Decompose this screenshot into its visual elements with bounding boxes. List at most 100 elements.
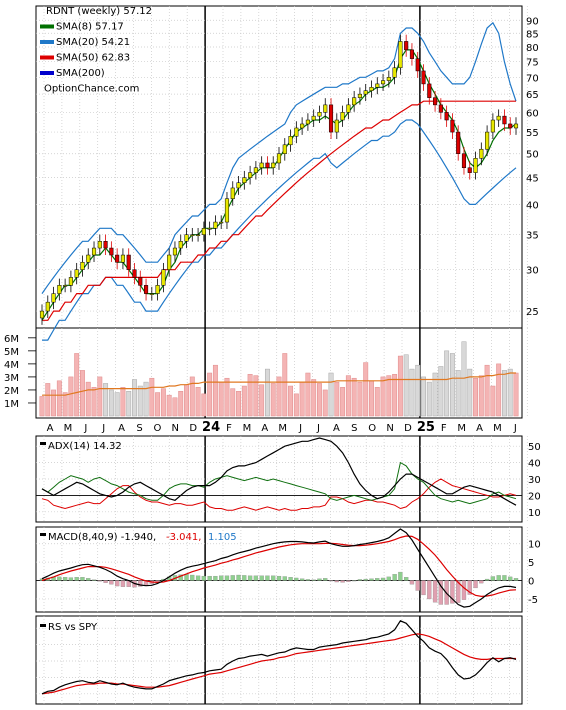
candle-body xyxy=(490,119,495,133)
macd-histogram-bar xyxy=(438,580,444,605)
volume-bar xyxy=(56,380,62,417)
volume-bar xyxy=(120,387,126,417)
x-axis-label: A xyxy=(261,423,268,434)
macd-histogram-bar xyxy=(138,580,143,587)
x-axis-label: F xyxy=(226,423,232,434)
x-axis-label: 24 xyxy=(202,420,220,435)
x-axis-label: J xyxy=(316,423,320,434)
volume-bar xyxy=(357,381,363,417)
legend-swatch xyxy=(40,71,54,75)
x-axis-label: M xyxy=(278,423,287,434)
candle-body xyxy=(433,97,438,106)
candle-body xyxy=(317,112,322,117)
macd-signal-line xyxy=(41,535,517,598)
volume-bar xyxy=(351,377,357,417)
volume-bar xyxy=(432,372,438,417)
volume-bar xyxy=(288,385,294,417)
macd-histogram-bar xyxy=(461,580,467,600)
candle-body xyxy=(450,119,455,133)
candle-body xyxy=(323,104,328,113)
macd-histogram-bar xyxy=(265,575,270,581)
volume-bar xyxy=(513,372,519,417)
x-axis-label: A xyxy=(118,423,125,434)
macd-histogram-bar xyxy=(490,576,496,581)
volume-bar xyxy=(39,396,45,417)
candle-body xyxy=(357,93,362,98)
volume-tick-label: 4M xyxy=(4,360,19,371)
x-axis-label: A xyxy=(47,423,54,434)
volume-tick-label: 5M xyxy=(4,347,19,358)
x-axis-label: J xyxy=(101,423,105,434)
macd-histogram-bar xyxy=(242,575,247,581)
macd-histogram-bar xyxy=(392,574,397,581)
x-axis-label: M xyxy=(243,423,252,434)
x-axis-label: N xyxy=(172,423,179,434)
volume-bar xyxy=(207,372,213,417)
volume-bar xyxy=(212,364,218,417)
candle-body xyxy=(97,241,102,249)
macd-histogram-bar xyxy=(340,580,345,583)
adx-legend: ADX(14) 14.32 xyxy=(48,441,122,452)
candle-body xyxy=(479,148,484,159)
candle-body xyxy=(444,112,449,121)
volume-tick-label: 3M xyxy=(4,373,19,384)
candle-body xyxy=(196,234,201,236)
rs-line xyxy=(41,620,517,695)
volume-bar xyxy=(224,377,230,417)
volume-bar xyxy=(230,388,236,417)
candle-body xyxy=(167,254,172,270)
candle-body xyxy=(300,123,305,129)
x-axis-label: D xyxy=(189,423,197,434)
candle-body xyxy=(149,293,154,295)
candle-body xyxy=(369,87,374,91)
volume-bar xyxy=(311,379,317,417)
candle-body xyxy=(328,104,334,133)
volume-bar xyxy=(473,377,478,417)
candle-body xyxy=(224,198,230,223)
volume-bar xyxy=(103,383,109,417)
legend-swatch xyxy=(40,24,54,29)
volume-bar xyxy=(195,387,201,417)
macd-histogram-bar xyxy=(508,576,513,581)
candle-body xyxy=(467,167,472,173)
volume-bar xyxy=(455,370,461,417)
volume-bar xyxy=(85,381,91,417)
candle-body xyxy=(184,234,189,242)
x-axis-label: M xyxy=(64,423,73,434)
candle-body xyxy=(265,162,270,169)
volume-bar xyxy=(149,377,155,417)
price-tick-label: 35 xyxy=(526,231,539,242)
price-tick-label: 90 xyxy=(526,16,539,27)
x-axis-label: S xyxy=(136,423,142,434)
candle-body xyxy=(51,293,56,303)
volume-bar xyxy=(270,383,276,417)
candle-body xyxy=(375,83,380,88)
x-axis-label: J xyxy=(298,423,302,434)
volume-bar xyxy=(137,385,143,417)
volume-bar xyxy=(444,350,450,417)
bollinger-lower-line xyxy=(42,119,517,341)
macd-histogram-bar xyxy=(398,571,403,581)
adx-tick-label: 30 xyxy=(528,475,541,486)
macd-tick-label: 0 xyxy=(528,577,534,588)
volume-bar xyxy=(62,392,68,417)
candle-body xyxy=(438,104,443,113)
price-tick-label: 65 xyxy=(526,90,539,101)
candle-body xyxy=(213,221,218,229)
legend-swatch xyxy=(40,55,54,60)
candle-body xyxy=(172,247,178,256)
macd-histogram-bar xyxy=(219,575,224,581)
candle-body xyxy=(74,269,79,278)
macd-histogram-bar xyxy=(369,578,374,581)
candle-body xyxy=(57,285,62,294)
candle-body xyxy=(409,49,415,59)
volume-bar xyxy=(299,381,305,417)
macd-histogram-bar xyxy=(409,580,415,585)
candle-body xyxy=(363,90,368,95)
macd-histogram-bar xyxy=(415,580,420,591)
volume-bar xyxy=(236,390,241,417)
volume-bar xyxy=(374,387,380,417)
candle-body xyxy=(236,182,241,189)
volume-bar xyxy=(461,341,467,417)
macd-histogram-bar xyxy=(247,575,253,581)
